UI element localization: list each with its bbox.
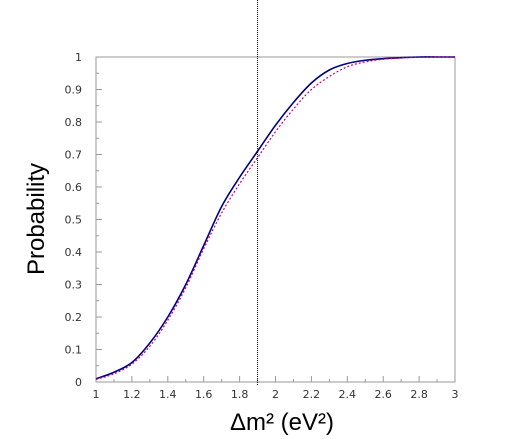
y-tick-label: 0.8 xyxy=(65,116,83,129)
x-axis-title: Δm² (eV²) xyxy=(230,409,334,436)
y-tick-label: 0.1 xyxy=(65,344,83,357)
x-tick-label: 1.2 xyxy=(123,388,141,401)
y-tick-label: 0.4 xyxy=(65,246,83,259)
x-tick-label: 2.4 xyxy=(339,388,357,401)
x-tick-label: 2.2 xyxy=(303,388,321,401)
plot-frame xyxy=(95,56,456,383)
y-axis-title: Probability xyxy=(23,163,50,275)
solid-probability-curve xyxy=(95,56,455,380)
x-tick-label: 1.8 xyxy=(231,388,249,401)
y-tick-label: 0.3 xyxy=(65,279,83,292)
y-tick-label: 1 xyxy=(75,51,82,64)
x-axis-ticks: 1 1.2 1.4 1.6 1.8 2 2.2 2.4 2.6 2.8 3 xyxy=(93,376,459,401)
y-tick-label: 0.9 xyxy=(65,84,83,97)
x-tick-label: 2.8 xyxy=(410,388,428,401)
y-tick-label: 0.7 xyxy=(65,149,83,162)
dotted-probability-curve xyxy=(95,56,456,380)
series-layer xyxy=(95,56,456,380)
x-tick-label: 1.4 xyxy=(159,388,177,401)
y-axis-ticks: 0 0.1 0.2 0.3 0.4 0.5 0.6 0.7 0.8 0.9 1 xyxy=(65,51,102,389)
x-tick-label: 1 xyxy=(93,388,100,401)
y-tick-label: 0.6 xyxy=(65,181,83,194)
x-tick-label: 2 xyxy=(272,388,279,401)
x-tick-label: 3 xyxy=(452,388,459,401)
y-tick-label: 0.2 xyxy=(65,311,83,324)
x-tick-label: 1.6 xyxy=(195,388,213,401)
x-tick-label: 2.6 xyxy=(374,388,392,401)
y-tick-label: 0.5 xyxy=(65,214,83,227)
y-tick-label: 0 xyxy=(75,376,82,389)
